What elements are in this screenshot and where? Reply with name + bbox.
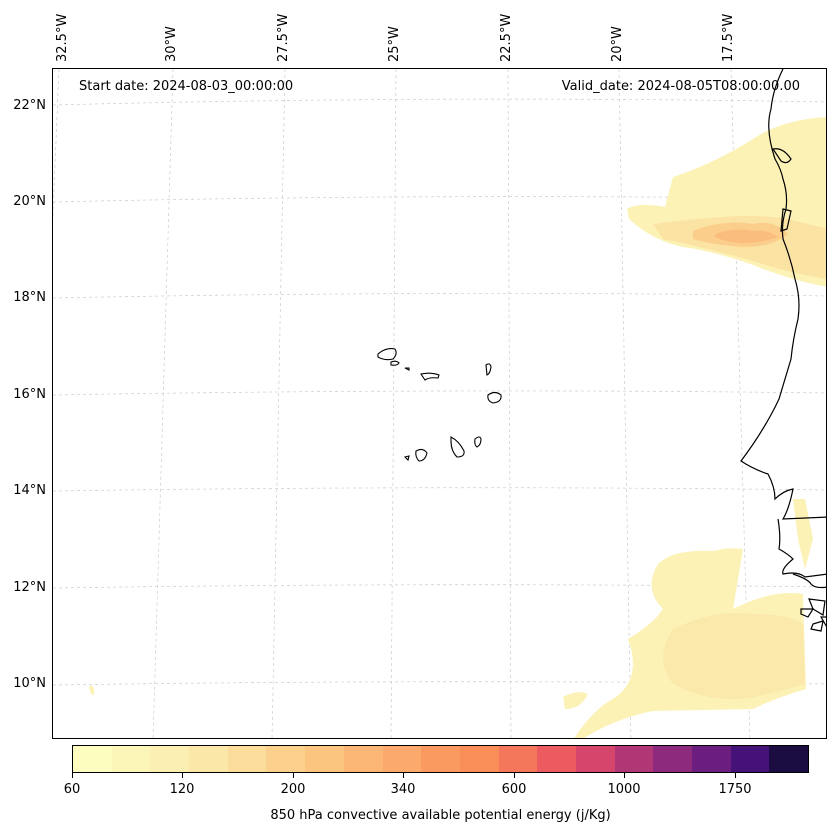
colorbar-segment-13 xyxy=(575,746,615,772)
island-maio xyxy=(474,436,482,448)
cape-blob-south-small-2 xyxy=(563,692,588,709)
valid-date-label: Valid_date: 2024-08-05T08:00:00.00 xyxy=(561,79,800,94)
lat-label-22n: 22°N xyxy=(13,98,46,113)
island-santa-luzia xyxy=(404,367,410,371)
gridline-lon-27-5w xyxy=(271,69,286,738)
gridline-lon-22-5w xyxy=(507,69,512,738)
colorbar-label-120: 120 xyxy=(169,782,195,797)
cape-plume-south-mid xyxy=(663,613,805,700)
island-sao-vicente xyxy=(390,360,400,366)
lat-label-10n: 10°N xyxy=(13,676,46,691)
colorbar-label-1000: 1000 xyxy=(607,782,641,797)
colorbar-segment-5 xyxy=(266,746,306,772)
colorbar-tick-60 xyxy=(72,773,73,778)
colorbar-segment-12 xyxy=(537,746,576,772)
cape-field-south xyxy=(89,499,813,738)
island-brava xyxy=(403,455,410,462)
colorbar-segment-3 xyxy=(189,746,228,772)
colorbar-label-1750: 1750 xyxy=(718,782,752,797)
cape-verde-islands xyxy=(377,348,502,462)
colorbar-segment-15 xyxy=(653,746,692,772)
lat-label-18n: 18°N xyxy=(13,290,46,305)
island-sao-nicolau xyxy=(420,372,440,381)
colorbar-label-200: 200 xyxy=(280,782,306,797)
colorbar-label-60: 60 xyxy=(63,782,81,797)
gridline-lon-32-5w xyxy=(53,69,60,222)
colorbar-segment-4 xyxy=(227,746,267,772)
cape-coastal-strip xyxy=(793,499,813,569)
lon-label-22-5w: 22.5°W xyxy=(499,13,514,62)
cape-blob-south-small-1 xyxy=(658,566,683,576)
colorbar-tick-200 xyxy=(293,773,294,778)
bay-coast-mid xyxy=(780,208,792,232)
gridline-lon-25w xyxy=(390,69,397,738)
colorbar-segment-18 xyxy=(769,746,809,772)
colorbar-segment-11 xyxy=(498,746,538,772)
colorbar xyxy=(72,745,809,773)
colorbar-label-600: 600 xyxy=(501,782,527,797)
lat-label-16n: 16°N xyxy=(13,387,46,402)
gridline-lon-20w xyxy=(618,69,632,738)
lat-label-12n: 12°N xyxy=(13,580,46,595)
lon-label-32-5w: 32.5°W xyxy=(55,13,70,62)
gridline-lat-18n xyxy=(53,293,826,299)
cape-blob-south-small-3 xyxy=(89,685,95,695)
colorbar-tick-600 xyxy=(514,773,515,778)
map-canvas xyxy=(53,69,826,738)
island-santiago xyxy=(450,436,465,458)
lon-label-17-5w: 17.5°W xyxy=(721,13,736,62)
lon-label-27-5w: 27.5°W xyxy=(276,13,291,62)
colorbar-segment-17 xyxy=(730,746,770,772)
colorbar-tick-1000 xyxy=(624,773,625,778)
cape-plume-north-hot xyxy=(715,229,778,244)
lon-label-30w: 30°W xyxy=(164,26,179,62)
colorbar-segment-14 xyxy=(614,746,654,772)
lon-label-20w: 20°W xyxy=(610,26,625,62)
colorbar-tick-340 xyxy=(403,773,404,778)
colorbar-label-340: 340 xyxy=(390,782,416,797)
map-panel: Start date: 2024-08-03_00:00:00 Valid_da… xyxy=(52,68,827,739)
colorbar-tick-120 xyxy=(182,773,183,778)
lat-label-14n: 14°N xyxy=(13,483,46,498)
gridline-lat-22n xyxy=(53,98,826,106)
cape-field-north xyxy=(627,117,826,287)
colorbar-segment-7 xyxy=(343,746,383,772)
gridline-lon-30w xyxy=(152,69,174,738)
colorbar-segment-6 xyxy=(305,746,344,772)
colorbar-segment-16 xyxy=(692,746,731,772)
gridline-lat-14n xyxy=(53,487,826,492)
colorbar-tick-1750 xyxy=(735,773,736,778)
bay-coast-upper xyxy=(772,148,792,164)
africa-coastline xyxy=(740,69,826,520)
bissau-islands-coast xyxy=(800,598,826,632)
island-sal xyxy=(485,363,492,376)
colorbar-segment-1 xyxy=(111,746,151,772)
colorbar-segment-0 xyxy=(73,746,112,772)
colorbar-segment-10 xyxy=(459,746,499,772)
island-fogo xyxy=(415,448,428,462)
lat-label-20n: 20°N xyxy=(13,194,46,209)
colorbar-segment-8 xyxy=(382,746,422,772)
africa-coastline-south xyxy=(777,518,826,578)
colorbar-segment-2 xyxy=(150,746,190,772)
coastlines xyxy=(740,69,826,632)
guinea-coast xyxy=(792,573,826,589)
start-date-label: Start date: 2024-08-03_00:00:00 xyxy=(79,79,294,94)
island-santo-antao xyxy=(377,348,397,361)
lon-label-25w: 25°W xyxy=(387,26,402,62)
island-boa-vista xyxy=(487,391,502,404)
colorbar-segment-9 xyxy=(421,746,460,772)
gridline-lat-16n xyxy=(53,390,826,396)
colorbar-title: 850 hPa convective available potential e… xyxy=(270,808,611,823)
